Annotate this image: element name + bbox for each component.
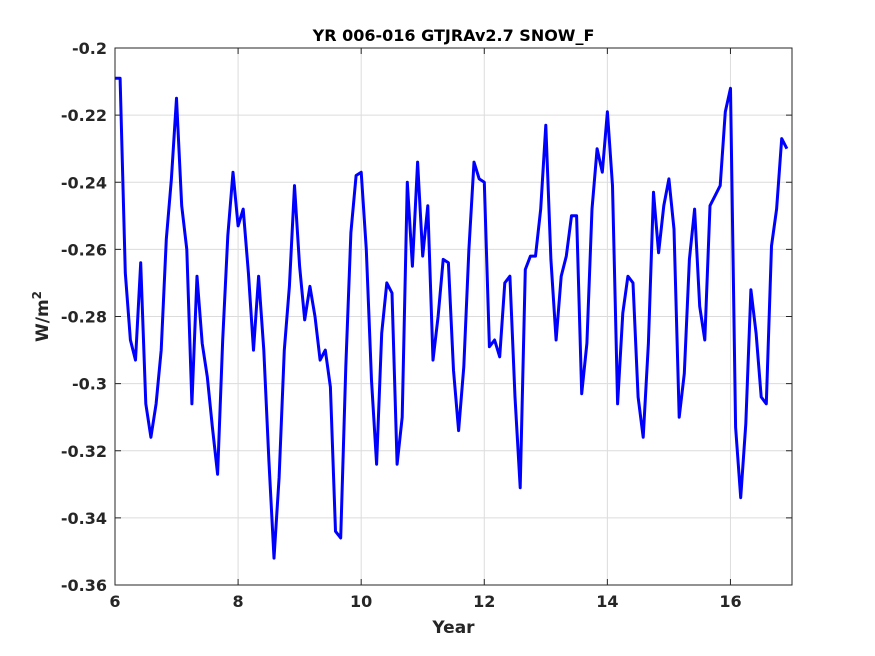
axis-ticks: 6 8 10 12 14 16 -0.36 -0.34 -0.32 -0.3 -0.28 -0.26 -… bbox=[61, 39, 792, 611]
series-group bbox=[115, 76, 789, 560]
y-tick-label: -0.22 bbox=[61, 106, 107, 125]
y-tick-label: -0.24 bbox=[61, 173, 107, 192]
y-tick-label: -0.32 bbox=[61, 442, 107, 461]
x-tick-label: 6 bbox=[109, 592, 120, 611]
y-tick-label: -0.34 bbox=[61, 509, 107, 528]
y-tick-label: -0.3 bbox=[72, 375, 107, 394]
series-line bbox=[115, 76, 789, 560]
x-tick-label: 14 bbox=[596, 592, 618, 611]
y-axis-label-superscript: 2 bbox=[30, 291, 44, 299]
y-axis-label-base: W/m bbox=[33, 299, 53, 342]
y-tick-label: -0.26 bbox=[61, 240, 107, 259]
chart-title: YR 006-016 GTJRAv2.7 SNOW_F bbox=[312, 26, 595, 45]
y-tick-label: -0.2 bbox=[72, 39, 107, 58]
x-axis-label: Year bbox=[431, 618, 475, 638]
y-tick-label: -0.28 bbox=[61, 308, 107, 327]
x-tick-label: 8 bbox=[233, 592, 244, 611]
x-tick-label: 12 bbox=[473, 592, 495, 611]
x-tick-label: 16 bbox=[719, 592, 741, 611]
y-tick-label: -0.36 bbox=[61, 576, 107, 595]
x-tick-label: 10 bbox=[350, 592, 372, 611]
y-axis-label: W/m2 bbox=[30, 291, 53, 342]
